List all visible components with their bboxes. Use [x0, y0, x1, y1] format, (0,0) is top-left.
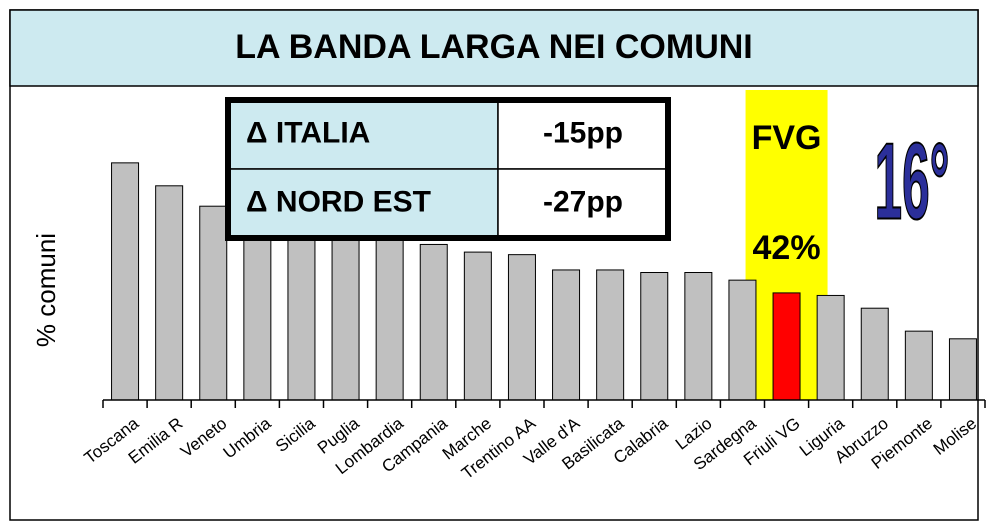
bar: [199, 205, 228, 401]
rank: 16°: [875, 121, 950, 242]
table-label: Δ ITALIA: [246, 116, 370, 149]
highlight-label: FVG: [752, 119, 822, 157]
bar: [772, 292, 801, 401]
value-label: 42%: [753, 229, 821, 267]
table-cell: [227, 99, 499, 170]
bar: [904, 330, 933, 401]
bar: [155, 185, 184, 401]
bar: [596, 269, 625, 401]
bar: [728, 279, 757, 401]
y-axis-label: % comuni: [31, 233, 61, 347]
bar: [243, 226, 272, 401]
bar: [552, 269, 581, 401]
table-border: [225, 97, 671, 241]
table-value: -15pp: [543, 116, 623, 149]
bar: [640, 272, 669, 401]
bar: [287, 228, 316, 401]
table-cell: [227, 168, 499, 239]
bar: [111, 162, 140, 401]
bar: [816, 294, 845, 401]
table-cell: [497, 99, 669, 170]
bar: [507, 254, 536, 401]
title-bar: [9, 9, 979, 87]
bar: [331, 231, 360, 401]
bar: [860, 307, 889, 401]
bar: [948, 338, 977, 401]
table-label: Δ NORD EST: [246, 185, 431, 218]
chart-title: LA BANDA LARGA NEI COMUNI: [235, 28, 753, 66]
bar: [375, 233, 404, 401]
bar: [684, 272, 713, 401]
table-value: -27pp: [543, 185, 623, 218]
bar: [419, 243, 448, 401]
bar: [463, 251, 492, 401]
